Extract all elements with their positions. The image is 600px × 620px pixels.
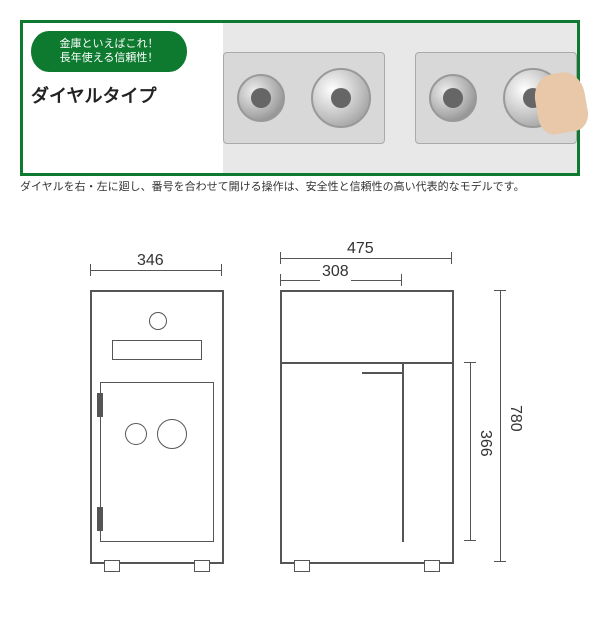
technical-drawings: 346 475 308 366 780 [0,230,600,590]
dim-front-width: 346 [135,252,166,270]
chute-curve-icon [362,372,404,414]
dim-tick [464,540,476,541]
foot-icon [104,560,120,572]
badge-line1: 金庫といえばこれ！ [60,38,159,50]
dim-tick [494,561,506,562]
side-inner-compartment [282,362,404,542]
dim-line [500,290,501,562]
badge: 金庫といえばこれ！ 長年使える信頼性！ [31,31,187,72]
dim-inner-height: 366 [474,430,496,457]
key-dial-icon [429,74,477,122]
key-dial-icon [237,74,285,122]
dim-total-height: 780 [504,405,526,432]
dim-tick [494,290,506,291]
badge-line2: 長年使える信頼性！ [60,52,159,64]
product-photo [223,23,577,173]
hinge-icon [97,393,103,417]
hinge-icon [97,507,103,531]
safe-door-icon [100,382,214,542]
dim-tick [464,362,476,363]
dial-unit-1 [223,52,385,144]
product-title: ダイヤルタイプ [31,82,215,108]
dim-inner-width: 308 [320,263,351,281]
dim-tick [280,252,281,264]
door-combo-dial-icon [157,419,187,449]
product-panel: 金庫といえばこれ！ 長年使える信頼性！ ダイヤルタイプ [20,20,580,176]
dim-tick [280,274,281,286]
top-keyhole-icon [149,312,167,330]
foot-icon [194,560,210,572]
dial-unit-2 [415,52,577,144]
side-top-compartment [282,292,452,364]
dim-tick [90,264,91,276]
dim-tick [221,264,222,276]
dim-line [280,258,452,259]
dim-tick [401,274,402,286]
safe-side-view [280,290,454,564]
dim-side-width: 475 [345,240,376,258]
panel-caption: ダイヤルを右・左に廻し、番号を合わせて開ける操作は、安全性と信頼性の高い代表的な… [20,178,525,194]
combo-dial-icon [311,68,371,128]
panel-left: 金庫といえばこれ！ 長年使える信頼性！ ダイヤルタイプ [23,23,223,173]
dim-line [90,270,222,271]
deposit-slot-icon [112,340,202,360]
safe-front-view [90,290,224,564]
foot-icon [424,560,440,572]
dim-tick [451,252,452,264]
door-key-dial-icon [125,423,147,445]
foot-icon [294,560,310,572]
dim-line [470,362,471,540]
